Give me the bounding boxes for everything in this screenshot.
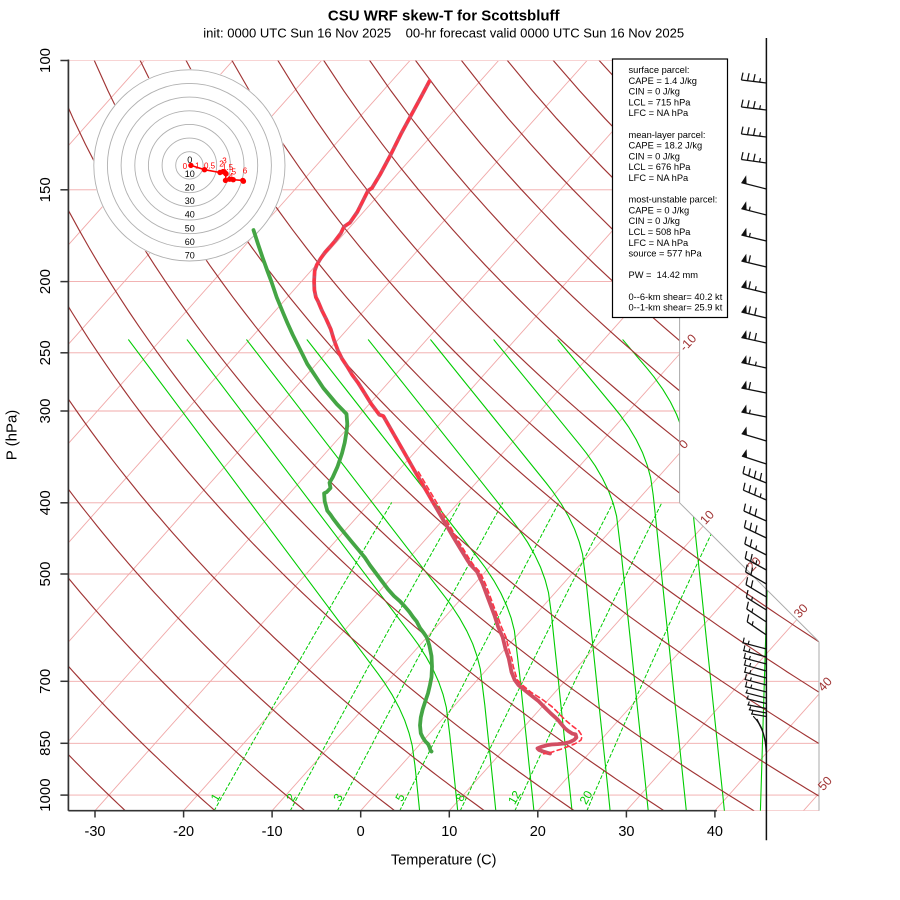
svg-text:200: 200	[37, 269, 54, 294]
svg-text:20: 20	[530, 824, 546, 840]
svg-text:150: 150	[37, 177, 54, 202]
svg-text:0.5: 0.5	[204, 162, 216, 171]
svg-text:10: 10	[441, 824, 457, 840]
svg-text:CAPE = 18.2 J/kg: CAPE = 18.2 J/kg	[629, 141, 703, 151]
svg-text:CSU WRF skew-T for Scottsbluff: CSU WRF skew-T for Scottsbluff	[328, 8, 561, 25]
svg-text:Temperature (C): Temperature (C)	[391, 853, 497, 869]
svg-text:400: 400	[37, 490, 54, 515]
svg-text:5: 5	[232, 168, 237, 177]
svg-text:0--6-km shear= 40.2 kt: 0--6-km shear= 40.2 kt	[629, 292, 723, 302]
svg-text:1.5: 1.5	[222, 163, 234, 172]
svg-text:most-unstable parcel:: most-unstable parcel:	[629, 195, 718, 205]
svg-text:100: 100	[37, 48, 54, 73]
svg-text:LCL = 715 hPa: LCL = 715 hPa	[629, 97, 692, 107]
svg-text:-20: -20	[173, 824, 194, 840]
svg-text:40: 40	[707, 824, 723, 840]
svg-text:1000: 1000	[37, 778, 54, 811]
svg-text:12: 12	[505, 788, 524, 807]
svg-text:500: 500	[37, 561, 54, 586]
svg-text:70: 70	[185, 251, 195, 261]
svg-text:20: 20	[577, 788, 596, 807]
svg-text:P (hPa): P (hPa)	[4, 410, 21, 461]
svg-text:source = 577 hPa: source = 577 hPa	[629, 249, 703, 259]
svg-text:10: 10	[185, 169, 195, 179]
svg-text:0: 0	[183, 162, 188, 171]
svg-text:LCL = 676 hPa: LCL = 676 hPa	[629, 162, 692, 172]
svg-text:1: 1	[195, 162, 200, 171]
svg-text:CIN = 0 J/kg: CIN = 0 J/kg	[629, 216, 680, 226]
svg-text:LCL = 508 hPa: LCL = 508 hPa	[629, 227, 692, 237]
svg-text:-30: -30	[85, 824, 106, 840]
svg-text:30: 30	[618, 824, 634, 840]
svg-text:mean-layer parcel:: mean-layer parcel:	[629, 130, 706, 140]
svg-text:300: 300	[37, 398, 54, 423]
svg-text:PW = 14.42 mm: PW = 14.42 mm	[629, 270, 699, 280]
svg-text:3: 3	[222, 157, 227, 166]
svg-text:0: 0	[187, 155, 192, 165]
svg-text:CAPE = 0 J/kg: CAPE = 0 J/kg	[629, 205, 690, 215]
svg-text:init: 0000 UTC Sun 16 Nov 2025: init: 0000 UTC Sun 16 Nov 2025 00-hr for…	[203, 26, 684, 41]
svg-text:LFC = NA hPa: LFC = NA hPa	[629, 238, 690, 248]
svg-text:700: 700	[37, 669, 54, 694]
svg-text:60: 60	[185, 237, 195, 247]
svg-text:surface parcel:: surface parcel:	[629, 65, 690, 75]
svg-text:50: 50	[185, 223, 195, 233]
svg-text:CIN = 0 J/kg: CIN = 0 J/kg	[629, 151, 680, 161]
svg-text:LFC = NA hPa: LFC = NA hPa	[629, 173, 690, 183]
svg-text:-10: -10	[262, 824, 283, 840]
svg-text:250: 250	[37, 340, 54, 365]
svg-text:0--1-km shear= 25.9 kt: 0--1-km shear= 25.9 kt	[629, 303, 723, 313]
svg-text:30: 30	[185, 196, 195, 206]
svg-text:0: 0	[357, 824, 365, 840]
svg-text:4: 4	[229, 172, 234, 181]
svg-text:LFC = NA hPa: LFC = NA hPa	[629, 108, 690, 118]
svg-text:40: 40	[185, 210, 195, 220]
svg-text:6: 6	[243, 167, 248, 176]
svg-text:20: 20	[185, 182, 195, 192]
svg-text:850: 850	[37, 731, 54, 756]
svg-text:2: 2	[219, 160, 224, 169]
svg-text:CIN = 0 J/kg: CIN = 0 J/kg	[629, 87, 680, 97]
svg-text:CAPE = 1.4 J/kg: CAPE = 1.4 J/kg	[629, 76, 697, 86]
